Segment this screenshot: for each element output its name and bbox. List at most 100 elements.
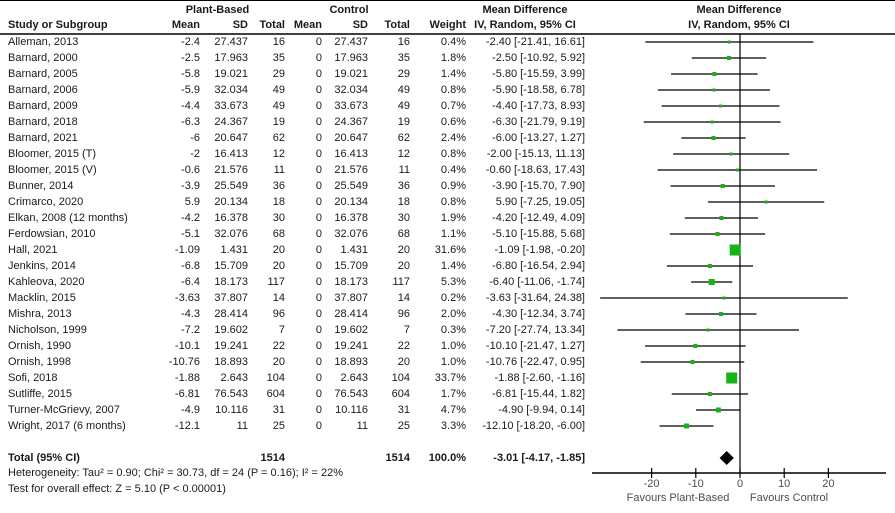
cell-c_total: 22 bbox=[397, 340, 410, 352]
cell-name: Barnard, 2018 bbox=[8, 116, 78, 128]
favours-left-label: Favours Plant-Based bbox=[626, 492, 730, 504]
total-label: Total (95% CI) bbox=[8, 452, 80, 464]
cell-name: Bloomer, 2015 (T) bbox=[8, 148, 97, 160]
plot-subtitle: IV, Random, 95% CI bbox=[688, 19, 790, 31]
cell-total: 62 bbox=[272, 132, 285, 144]
cell-sd: 16.378 bbox=[214, 212, 248, 224]
cell-ci: -2.50 [-10.92, 5.92] bbox=[492, 52, 585, 64]
effect-square bbox=[726, 56, 731, 60]
effect-square bbox=[710, 120, 714, 124]
cell-sd: 18.893 bbox=[214, 356, 248, 368]
cell-c_total: 16 bbox=[397, 36, 410, 48]
total-ctl-n: 1514 bbox=[385, 452, 410, 464]
effect-square bbox=[726, 372, 738, 384]
column-header-pb-total: Total bbox=[259, 19, 285, 31]
cell-sd: 76.543 bbox=[214, 388, 248, 400]
cell-total: 36 bbox=[272, 180, 285, 192]
cell-weight: 1.1% bbox=[440, 228, 466, 240]
cell-total: 20 bbox=[272, 356, 285, 368]
cell-mean: -5.1 bbox=[181, 228, 200, 240]
cell-c_sd: 1.431 bbox=[340, 244, 368, 256]
cell-ci: -1.09 [-1.98, -0.20] bbox=[494, 244, 586, 256]
cell-total: 12 bbox=[272, 148, 285, 160]
cell-total: 49 bbox=[272, 84, 285, 96]
cell-name: Macklin, 2015 bbox=[8, 292, 76, 304]
cell-ci: 5.90 [-7.25, 19.05] bbox=[495, 196, 585, 208]
study-row: Wright, 2017 (6 months) -12.1 11 25 0 11 25 3.3… bbox=[0, 419, 600, 433]
cell-c_mean: 0 bbox=[315, 308, 322, 320]
cell-mean: -2.5 bbox=[181, 52, 200, 64]
cell-mean: -4.4 bbox=[181, 100, 200, 112]
cell-c_sd: 32.034 bbox=[334, 84, 368, 96]
cell-c_sd: 16.378 bbox=[334, 212, 368, 224]
cell-mean: -6.81 bbox=[174, 388, 200, 400]
cell-name: Crimarco, 2020 bbox=[8, 196, 84, 208]
study-row: Crimarco, 2020 5.9 20.134 18 0 20.134 18 0.8% 5.… bbox=[0, 195, 600, 209]
cell-c_total: 20 bbox=[397, 356, 410, 368]
study-row: Sofi, 2018 -1.88 2.643 104 0 2.643 104 33.7% -1.… bbox=[0, 371, 600, 385]
pooled-diamond bbox=[719, 451, 734, 465]
study-row: Bunner, 2014 -3.9 25.549 36 0 25.549 36 0.9% -3.… bbox=[0, 179, 600, 193]
cell-mean: -6.3 bbox=[181, 116, 200, 128]
study-row: Barnard, 2006 -5.9 32.034 49 0 32.034 49 0.8% -5… bbox=[0, 83, 600, 97]
column-header-ctl-mean: Mean bbox=[293, 19, 322, 31]
cell-ci: -5.90 [-18.58, 6.78] bbox=[492, 84, 585, 96]
cell-weight: 0.2% bbox=[440, 292, 466, 304]
cell-name: Nicholson, 1999 bbox=[8, 324, 87, 336]
effect-square bbox=[729, 244, 741, 256]
axis-tick-label: 20 bbox=[822, 478, 835, 490]
cell-sd: 24.367 bbox=[214, 116, 248, 128]
cell-weight: 1.4% bbox=[440, 260, 466, 272]
cell-c_total: 19 bbox=[397, 116, 410, 128]
cell-ci: -3.63 [-31.64, 24.38] bbox=[485, 292, 585, 304]
effect-square bbox=[764, 200, 768, 204]
cell-c_mean: 0 bbox=[315, 244, 322, 256]
effect-square bbox=[708, 279, 715, 285]
cell-total: 18 bbox=[272, 196, 285, 208]
cell-c_sd: 15.709 bbox=[334, 260, 368, 272]
cell-weight: 0.4% bbox=[440, 36, 466, 48]
cell-total: 20 bbox=[272, 244, 285, 256]
cell-mean: -10.1 bbox=[174, 340, 200, 352]
cell-sd: 33.673 bbox=[214, 100, 248, 112]
cell-c_mean: 0 bbox=[315, 420, 322, 432]
cell-total: 19 bbox=[272, 116, 285, 128]
study-row: Macklin, 2015 -3.63 37.807 14 0 37.807 14 0.2% -… bbox=[0, 291, 600, 305]
column-header-weight: Weight bbox=[429, 19, 466, 31]
cell-ci: -4.90 [-9.94, 0.14] bbox=[498, 404, 585, 416]
effect-square bbox=[720, 184, 725, 188]
favours-right-label: Favours Control bbox=[749, 492, 829, 504]
group-header-control: Control bbox=[329, 4, 369, 16]
cell-weight: 2.0% bbox=[440, 308, 466, 320]
cell-c_sd: 76.543 bbox=[334, 388, 368, 400]
study-row: Sutliffe, 2015 -6.81 76.543 604 0 76.543 604 1.… bbox=[0, 387, 600, 401]
study-row: Mishra, 2013 -4.3 28.414 96 0 28.414 96 2.0% -4.… bbox=[0, 307, 600, 321]
plot-title: Mean Difference bbox=[696, 4, 782, 16]
cell-name: Alleman, 2013 bbox=[8, 36, 79, 48]
cell-name: Jenkins, 2014 bbox=[8, 260, 76, 272]
cell-c_total: 20 bbox=[397, 244, 410, 256]
md-column-subtitle: IV, Random, 95% CI bbox=[474, 19, 576, 31]
cell-sd: 32.076 bbox=[214, 228, 248, 240]
cell-c_total: 104 bbox=[391, 372, 410, 384]
study-row: Ferdowsian, 2010 -5.1 32.076 68 0 32.076 68 1.1… bbox=[0, 227, 600, 241]
cell-name: Hall, 2021 bbox=[8, 244, 58, 256]
cell-c_mean: 0 bbox=[315, 148, 322, 160]
cell-total: 604 bbox=[266, 388, 285, 400]
cell-weight: 1.8% bbox=[440, 52, 466, 64]
cell-weight: 1.7% bbox=[440, 388, 466, 400]
cell-mean: -5.9 bbox=[181, 84, 200, 96]
cell-weight: 1.4% bbox=[440, 68, 466, 80]
cell-mean: -4.3 bbox=[181, 308, 200, 320]
cell-c_sd: 32.076 bbox=[334, 228, 368, 240]
group-header-plant-based: Plant-Based bbox=[185, 4, 250, 16]
cell-name: Elkan, 2008 (12 months) bbox=[8, 212, 128, 224]
cell-c_sd: 21.576 bbox=[334, 164, 368, 176]
cell-ci: -5.10 [-15.88, 5.68] bbox=[492, 228, 585, 240]
cell-ci: -4.20 [-12.49, 4.09] bbox=[492, 212, 585, 224]
cell-sd: 19.021 bbox=[214, 68, 248, 80]
study-row: Bloomer, 2015 (V) -0.6 21.576 11 0 21.576 11 0.… bbox=[0, 163, 600, 177]
cell-ci: -2.40 [-21.41, 16.61] bbox=[485, 36, 585, 48]
cell-c_mean: 0 bbox=[315, 276, 322, 288]
cell-sd: 20.647 bbox=[214, 132, 248, 144]
